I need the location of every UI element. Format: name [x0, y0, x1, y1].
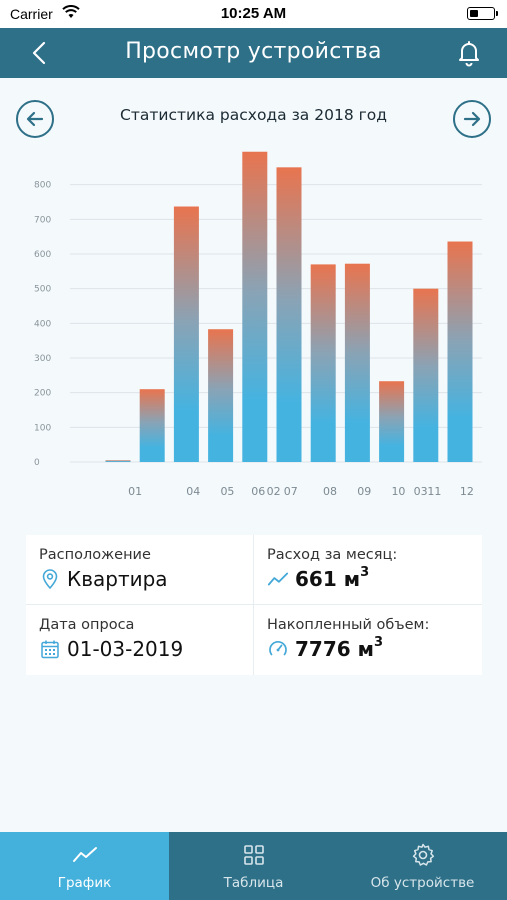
- chart-line-icon: [72, 847, 97, 862]
- tab-chart-label: График: [57, 875, 112, 891]
- bar[interactable]: [208, 329, 234, 462]
- x-tick-label: 07: [284, 485, 298, 498]
- status-time: 10:25 AM: [220, 5, 287, 22]
- page-title: Просмотр устройства: [125, 39, 382, 64]
- x-tick-label: 09: [357, 485, 371, 498]
- tab-table-label: Таблица: [223, 875, 284, 891]
- y-tick-label: 100: [34, 423, 51, 433]
- location-cell: Расположение Квартира: [26, 535, 254, 605]
- chart-header: Статистика расхода за 2018 год: [0, 96, 507, 146]
- location-value: Квартира: [67, 567, 168, 591]
- location-label: Расположение: [39, 547, 151, 563]
- device-info-card: Расположение Квартира Расход за месяц: 6…: [26, 535, 482, 675]
- y-tick-label: 800: [34, 181, 51, 191]
- accumulated-volume-label: Накопленный объем:: [267, 617, 430, 633]
- x-tick-label: 02: [267, 485, 281, 498]
- x-tick-label: 01: [128, 485, 142, 498]
- y-tick-label: 400: [34, 319, 51, 329]
- back-icon[interactable]: [28, 40, 52, 66]
- x-tick-label: 03: [414, 485, 428, 498]
- accumulated-volume-value: 7776 м3: [295, 635, 384, 661]
- bar[interactable]: [447, 241, 473, 462]
- x-tick-label: 08: [323, 485, 337, 498]
- nav-bar: Просмотр устройства: [0, 28, 507, 78]
- y-tick-label: 200: [34, 389, 51, 399]
- poll-date-cell: Дата опроса 01-03-2019: [26, 605, 254, 675]
- carrier-label: Carrier: [10, 6, 53, 22]
- status-bar: Carrier 10:25 AM: [0, 0, 507, 28]
- bar[interactable]: [173, 206, 199, 462]
- bar[interactable]: [379, 381, 405, 462]
- monthly-consumption-value: 661 м3: [295, 565, 370, 591]
- bar[interactable]: [105, 460, 131, 462]
- gauge-icon: [269, 641, 287, 656]
- y-tick-label: 0: [34, 458, 40, 468]
- monthly-consumption-cell: Расход за месяц: 661 м3: [254, 535, 482, 605]
- poll-date-label: Дата опроса: [39, 617, 135, 633]
- y-tick-label: 500: [34, 285, 51, 295]
- battery-icon: [467, 7, 498, 20]
- x-tick-label: 11: [427, 485, 441, 498]
- bar[interactable]: [276, 167, 302, 463]
- poll-date-value: 01-03-2019: [67, 637, 184, 661]
- location-pin-icon: [42, 569, 58, 590]
- previous-year-button[interactable]: [16, 100, 54, 138]
- x-tick-label: 10: [391, 485, 405, 498]
- y-tick-label: 600: [34, 250, 51, 260]
- tab-bar: График Таблица Об устройстве: [0, 832, 507, 900]
- tab-table[interactable]: Таблица: [169, 832, 338, 900]
- y-tick-label: 700: [34, 215, 51, 225]
- arrow-right-icon: [463, 111, 481, 127]
- consumption-chart: 0 100 200 300 400 500 600 700 800 01 04 05 06 02 07 08…: [0, 150, 507, 510]
- x-tick-label: 05: [220, 485, 234, 498]
- next-year-button[interactable]: [453, 100, 491, 138]
- calendar-icon: [41, 640, 59, 659]
- tab-about-device-label: Об устройстве: [370, 875, 475, 891]
- bell-icon[interactable]: [455, 39, 483, 67]
- monthly-consumption-label: Расход за месяц:: [267, 547, 398, 563]
- x-tick-label: 04: [186, 485, 200, 498]
- accumulated-volume-cell: Накопленный объем: 7776 м3: [254, 605, 482, 675]
- bar[interactable]: [139, 389, 165, 462]
- arrow-left-icon: [26, 111, 44, 127]
- bar-chart: 0 100 200 300 400 500 600 700 800 01 04 05 06 02 07 08…: [34, 151, 482, 498]
- bar[interactable]: [344, 263, 370, 462]
- chart-title: Статистика расхода за 2018 год: [120, 106, 387, 124]
- trend-line-icon: [267, 572, 289, 586]
- tab-about-device[interactable]: Об устройстве: [338, 832, 507, 900]
- grid-icon: [243, 845, 264, 865]
- x-tick-label: 12: [460, 485, 474, 498]
- bar[interactable]: [242, 151, 268, 462]
- y-tick-label: 300: [34, 354, 51, 364]
- bar[interactable]: [310, 264, 336, 462]
- x-tick-label: 06: [251, 485, 265, 498]
- bar[interactable]: [413, 288, 439, 462]
- tab-chart[interactable]: График: [0, 832, 169, 900]
- wifi-icon: [62, 5, 80, 18]
- gear-icon: [412, 843, 434, 866]
